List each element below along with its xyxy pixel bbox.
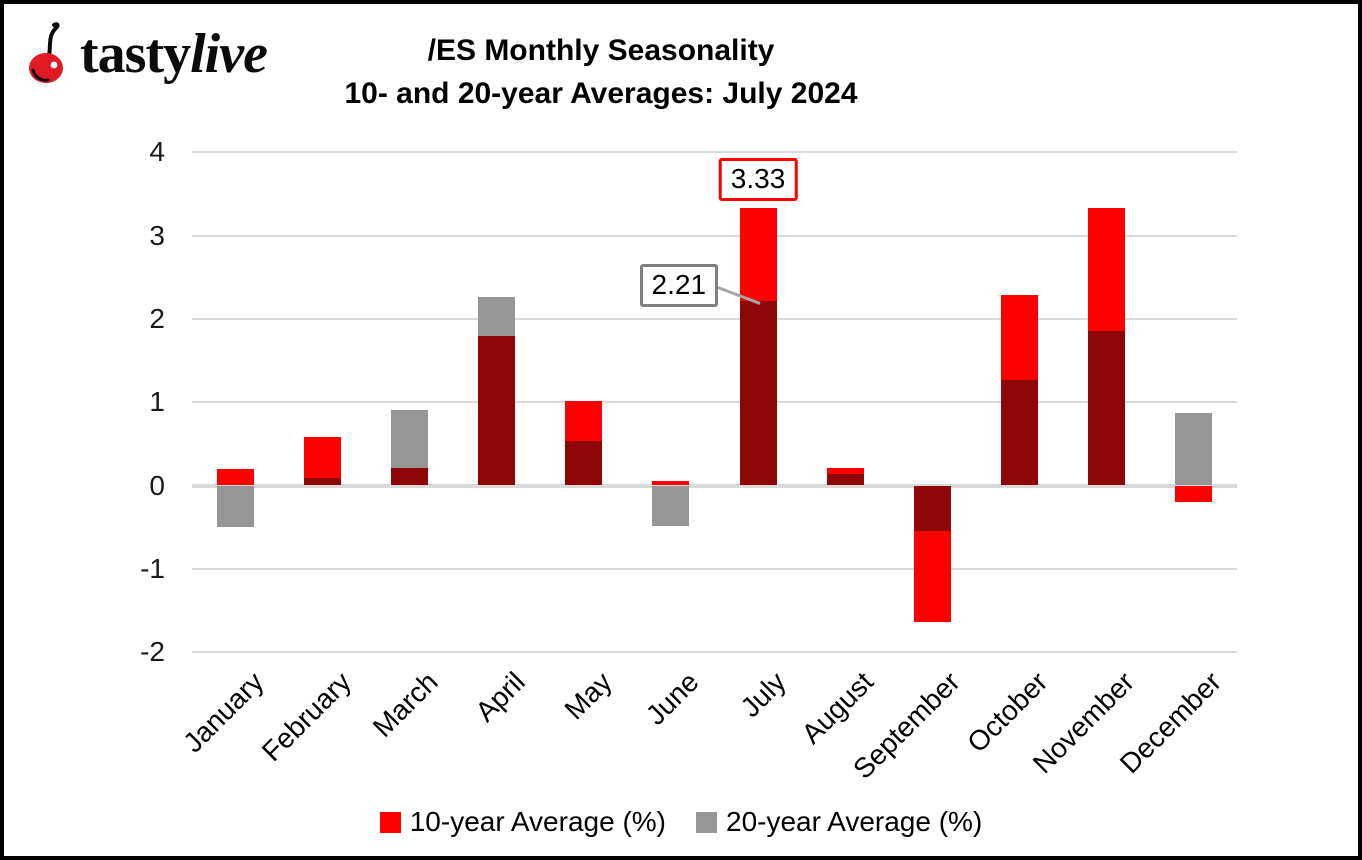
bar-july-overlap [739, 301, 777, 486]
legend-swatch-20yr [696, 811, 717, 833]
bar-august-outer [826, 468, 864, 474]
gridline--1 [192, 567, 1237, 570]
bar-june-20yr [652, 485, 690, 527]
legend: 10-year Average (%) 20-year Average (%) [0, 806, 1362, 838]
bar-january-20yr [217, 485, 255, 528]
legend-label-20yr: 20-year Average (%) [726, 806, 983, 837]
bar-august-overlap [826, 473, 864, 486]
bar-september-outer [913, 531, 951, 623]
legend-item-10yr: 10-year Average (%) [379, 806, 666, 838]
tastylive-logo: tastylive [18, 20, 268, 88]
gridline-3 [192, 234, 1237, 237]
bar-june-10yr [652, 481, 690, 486]
chart-title-line1: /ES Monthly Seasonality [427, 34, 775, 67]
chart-title: /ES Monthly Seasonality 10- and 20-year … [251, 29, 951, 115]
brand-live: live [190, 23, 268, 85]
gridline-1 [192, 401, 1237, 404]
bar-july-outer [739, 208, 777, 302]
bar-january-10yr [217, 468, 255, 486]
bar-may-overlap [565, 441, 603, 486]
legend-label-10yr: 10-year Average (%) [409, 806, 666, 837]
y-axis-label--1: -1 [140, 552, 165, 584]
chart-title-line2: 10- and 20-year Averages: July 2024 [344, 77, 858, 110]
x-axis-label-july: July [734, 666, 792, 724]
bar-december-20yr [1174, 413, 1212, 486]
x-axis-label-may: May [558, 666, 618, 726]
y-axis-label--2: -2 [140, 636, 165, 668]
gridline--2 [192, 651, 1237, 654]
bar-february-outer [304, 437, 342, 478]
brand-tasty: tasty [80, 23, 191, 85]
bar-november-outer [1087, 208, 1125, 331]
x-axis-label-august: August [795, 666, 880, 750]
bar-april-overlap [478, 335, 516, 486]
gridline-4 [192, 151, 1237, 154]
gridline-0 [192, 483, 1237, 488]
bar-march-outer [391, 409, 429, 468]
bar-october-overlap [1000, 379, 1038, 486]
bar-march-overlap [391, 468, 429, 486]
bar-november-overlap [1087, 330, 1125, 486]
legend-swatch-10yr [379, 811, 401, 833]
cherry-icon [29, 22, 63, 83]
gridline-2 [192, 317, 1237, 320]
bar-may-outer [565, 401, 603, 442]
bar-october-outer [1000, 294, 1038, 380]
bar-february-overlap [304, 478, 342, 486]
x-axis-label-february: February [255, 666, 357, 768]
bar-december-10yr [1174, 485, 1212, 503]
annotation-3.33: 3.33 [718, 158, 798, 202]
y-axis-label-4: 4 [149, 136, 165, 168]
bar-september-overlap [913, 485, 951, 532]
y-axis-label-0: 0 [149, 469, 165, 501]
annotation-2.21: 2.21 [639, 264, 719, 308]
x-axis-label-march: March [366, 666, 444, 743]
brand-wordmark: tastylive [80, 23, 268, 85]
y-axis-label-3: 3 [149, 219, 165, 251]
x-axis-label-april: April [469, 666, 531, 728]
bar-april-outer [478, 297, 516, 336]
y-axis-label-2: 2 [149, 302, 165, 334]
y-axis-label-1: 1 [149, 386, 165, 418]
x-axis-label-june: June [640, 666, 705, 731]
legend-item-20yr: 20-year Average (%) [696, 806, 982, 838]
